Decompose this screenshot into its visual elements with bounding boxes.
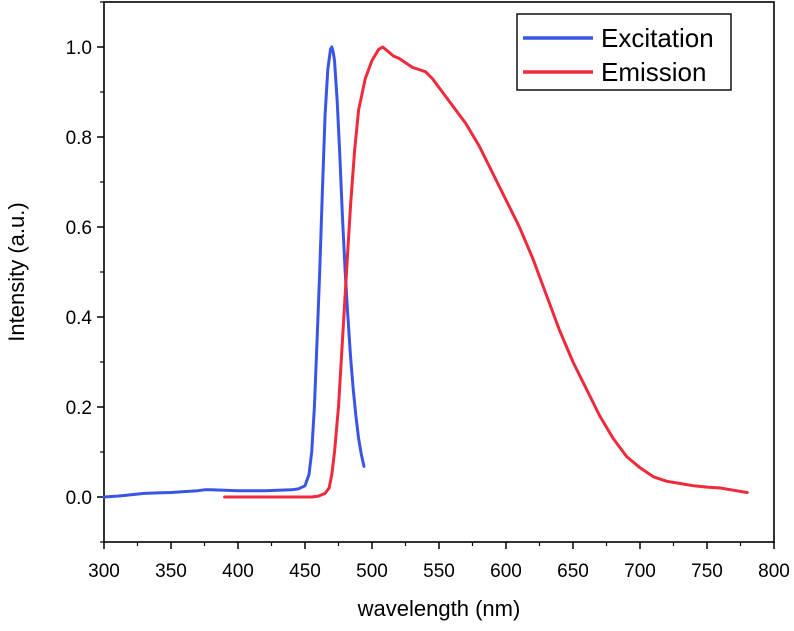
x-tick-label: 700 (624, 561, 656, 582)
series-line-emission (223, 45, 749, 499)
y-tick-label: 0.8 (66, 128, 92, 149)
x-tick-label: 400 (222, 561, 254, 582)
y-axis-title: Intensity (a.u.) (4, 202, 29, 341)
x-tick-label: 300 (88, 561, 120, 582)
x-axis: 300 350 400 450 500 550 600 650 700 750 800 (88, 542, 790, 582)
x-tick-label: 750 (691, 561, 723, 582)
x-tick-label: 450 (289, 561, 321, 582)
y-tick-label: 0.4 (66, 308, 93, 329)
y-tick-label: 0.0 (66, 488, 92, 509)
legend-box (516, 13, 732, 91)
x-tick-label: 650 (557, 561, 589, 582)
x-tick-label: 500 (356, 561, 388, 582)
x-tick-label: 550 (423, 561, 455, 582)
x-tick-label: 600 (490, 561, 522, 582)
y-tick-label: 0.2 (66, 398, 92, 419)
legend: Excitation Emission (516, 13, 732, 91)
y-tick-label: 1.0 (66, 38, 92, 59)
legend-label-excitation: Excitation (601, 23, 714, 53)
legend-label-emission: Emission (601, 57, 706, 87)
x-tick-label: 800 (758, 561, 790, 582)
x-axis-title: wavelength (nm) (357, 596, 521, 621)
y-tick-label: 0.6 (66, 218, 92, 239)
series-line-excitation (102, 45, 366, 499)
series-lines (102, 45, 749, 499)
y-axis: 0.0 0.2 0.4 0.6 0.8 1.0 (66, 1, 104, 543)
x-tick-label: 350 (155, 561, 187, 582)
